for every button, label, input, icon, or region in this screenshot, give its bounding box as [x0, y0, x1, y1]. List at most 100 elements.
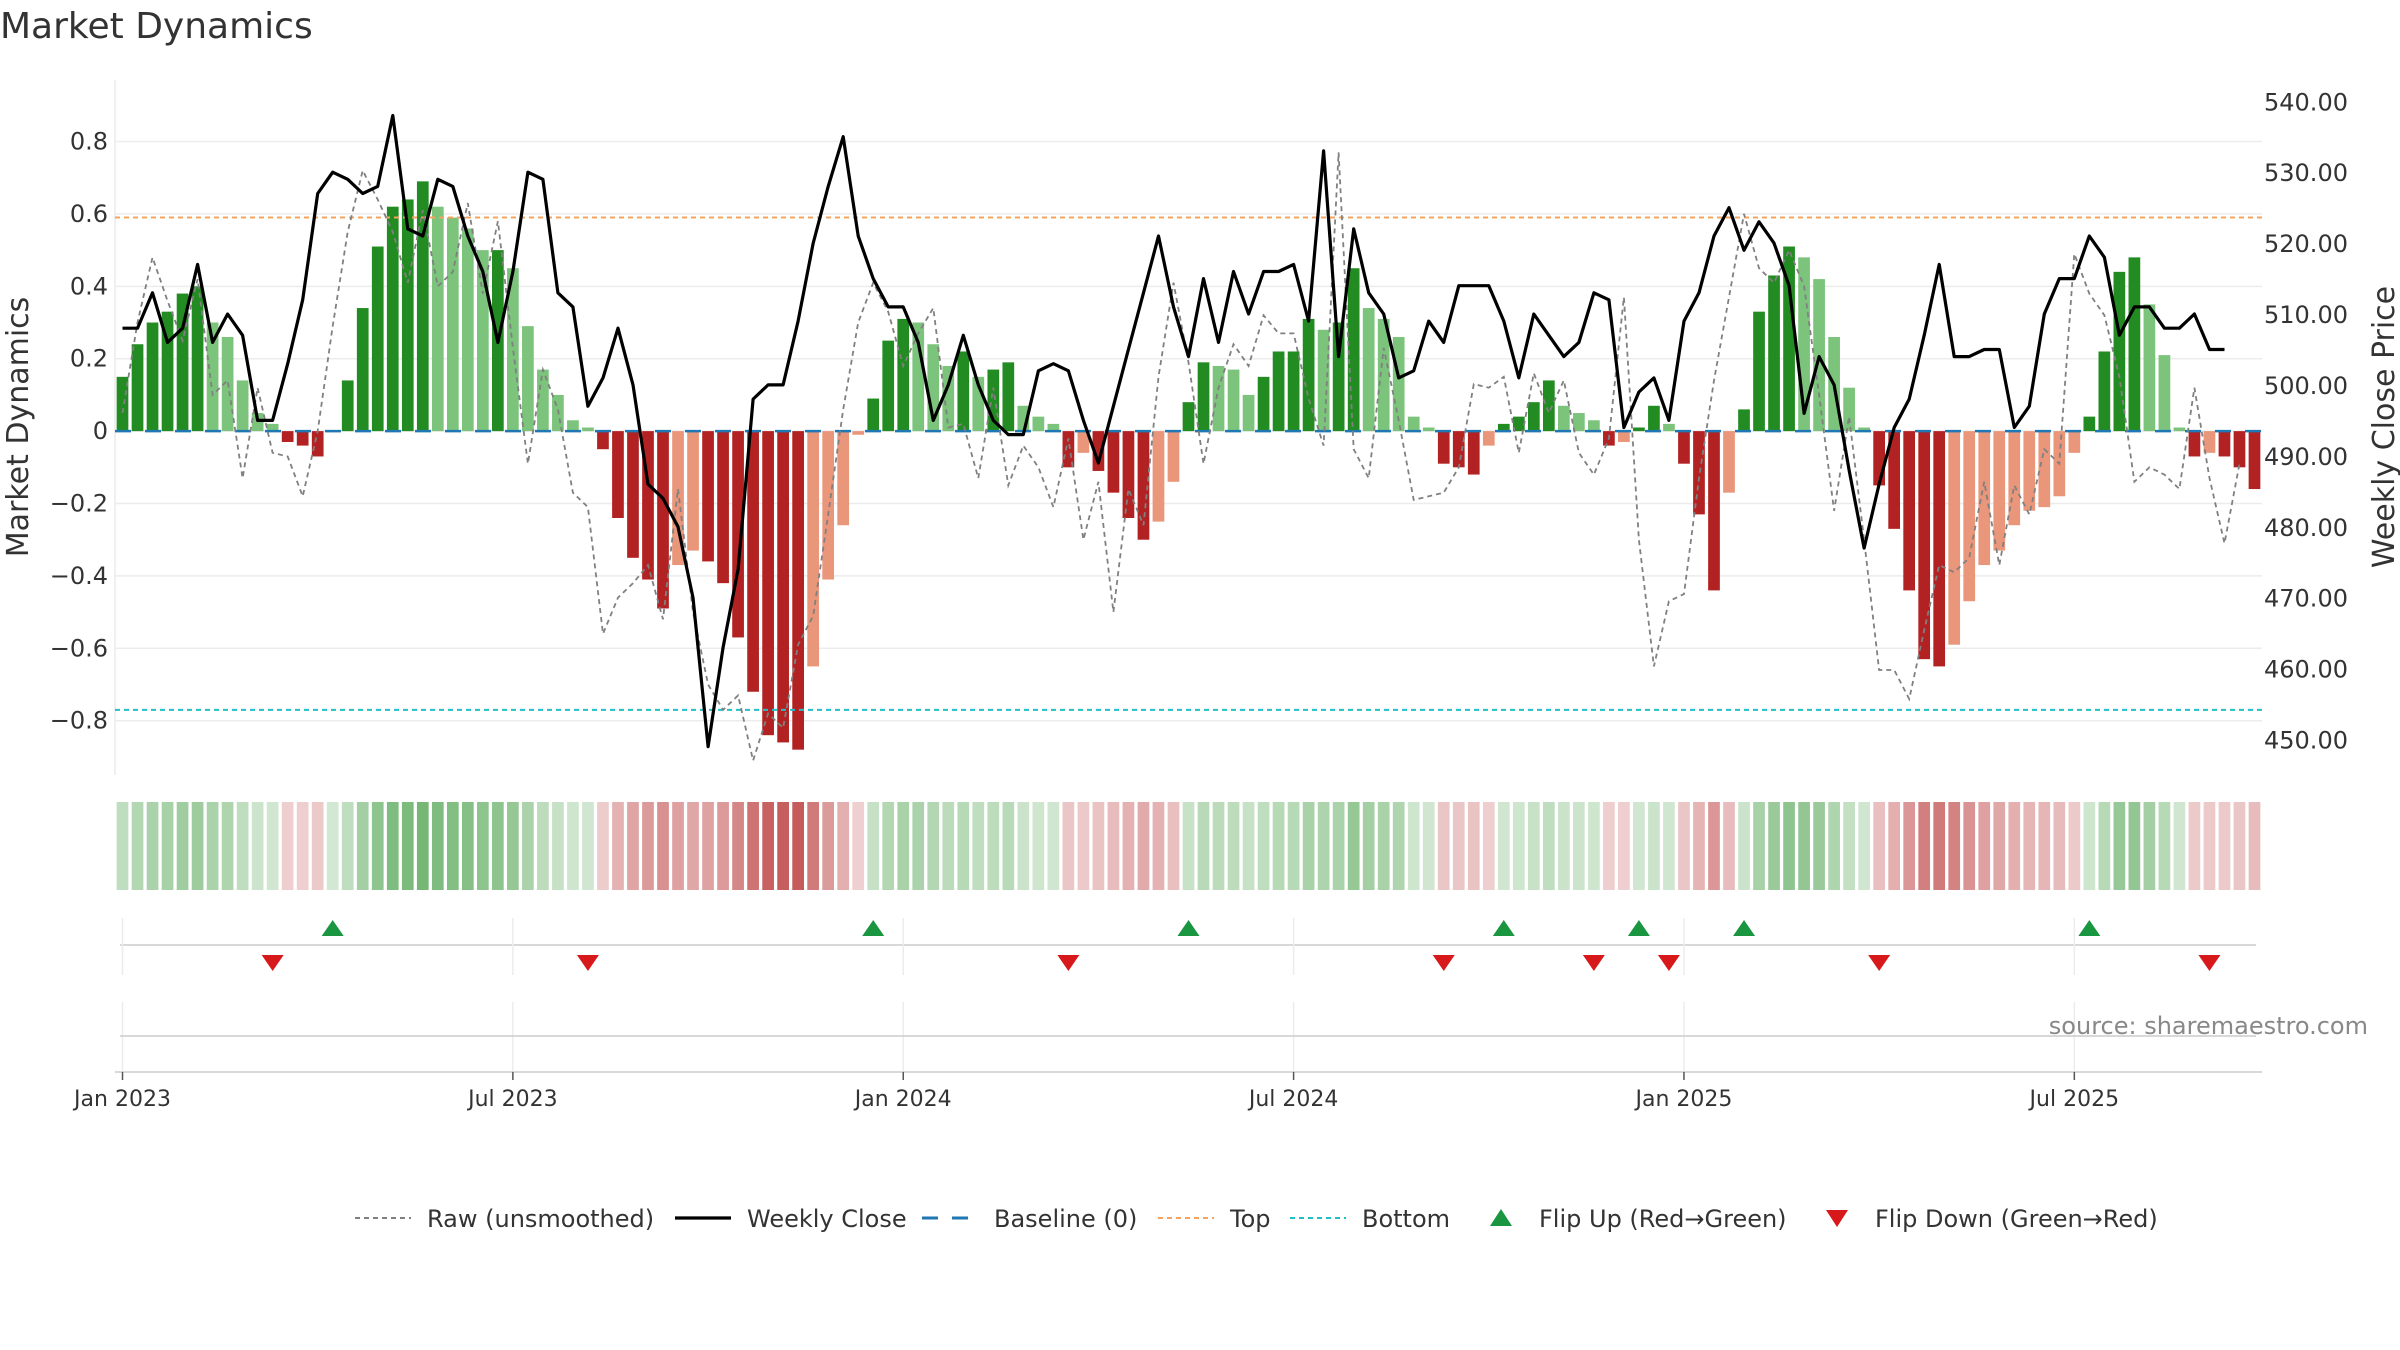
flip-up-marker [1177, 920, 1200, 936]
left-tick-label: −0.2 [50, 490, 108, 518]
dynamics-bar [401, 199, 414, 432]
bottom-panel [115, 1002, 2262, 1073]
dynamics-bar [386, 206, 399, 432]
dynamics-bar [1167, 431, 1180, 482]
ribbon-cell [1437, 802, 1450, 890]
dynamics-bar [1873, 431, 1885, 486]
left-tick-label: 0.8 [70, 128, 108, 156]
dynamics-bar [296, 431, 309, 446]
ribbon-cell [2083, 802, 2096, 890]
left-axis-ticks: −0.8 −0.6 −0.4 −0.2 0 0.2 0.4 0.6 0.8 [50, 128, 108, 735]
right-tick-label: 460.00 [2264, 656, 2348, 684]
dynamics-bar [1497, 423, 1510, 432]
ribbon-cell [386, 802, 399, 890]
dynamics-bar [1242, 394, 1255, 432]
ribbon-cell [1858, 802, 1870, 890]
dynamics-bar [1783, 246, 1795, 432]
dynamics-bar [251, 413, 264, 432]
ribbon-cell [1618, 802, 1630, 890]
dynamics-bar [1542, 380, 1555, 432]
dynamics-bar [2218, 431, 2231, 457]
dynamics-bar [461, 228, 474, 432]
chart-title: Market Dynamics [0, 6, 313, 47]
dynamics-bar [597, 431, 609, 450]
legend-label-baseline: Baseline (0) [994, 1205, 1137, 1233]
dynamics-bar [2038, 431, 2051, 508]
right-tick-label: 540.00 [2264, 88, 2348, 116]
legend-label-top: Top [1229, 1205, 1271, 1233]
dynamics-bar [777, 431, 789, 743]
dynamics-bar [822, 431, 835, 580]
dynamics-bar [1332, 322, 1345, 432]
ribbon-cell [1422, 802, 1435, 890]
dynamics-bar [1422, 427, 1435, 432]
ribbon-cell [1347, 802, 1360, 890]
ribbon-cell [1002, 802, 1015, 890]
dynamics-bar [1843, 387, 1855, 432]
ribbon-cell [326, 802, 339, 890]
ribbon-cell [1933, 802, 1946, 890]
legend: Raw (unsmoothed) Weekly Close Baseline (0)… [355, 1205, 2158, 1233]
legend-label-flip-up: Flip Up (Red→Green) [1539, 1205, 1787, 1233]
dynamics-bar [1693, 431, 1705, 515]
ribbon-cell [1873, 802, 1885, 890]
ribbon-cell [1738, 802, 1750, 890]
ribbon-cell [461, 802, 474, 890]
ribbon-cell [311, 802, 324, 890]
right-axis-ticks: 450.00 460.00 470.00 480.00 490.00 500.00 510.… [2264, 88, 2348, 754]
dynamics-bar [1918, 431, 1931, 660]
ribbon-cell [251, 802, 264, 890]
ribbon-cell [552, 802, 564, 890]
ribbon-cell [717, 802, 729, 890]
left-tick-label: 0 [93, 417, 108, 445]
dynamics-bar [1302, 318, 1315, 432]
ribbon-cell [371, 802, 384, 890]
ribbon-cell [236, 802, 249, 890]
dynamics-bar [522, 326, 534, 432]
ribbon-cell [2038, 802, 2051, 890]
ribbon-cell [582, 802, 594, 890]
dynamics-bar [1047, 423, 1060, 432]
x-tick-label: Jan 2023 [72, 1087, 171, 1112]
dynamics-bar [1032, 416, 1045, 432]
ribbon-cell [1317, 802, 1330, 890]
ribbon-cell [1723, 802, 1735, 890]
ribbon-cell [2218, 802, 2231, 890]
dynamics-bar [642, 431, 654, 580]
flip-up-marker [321, 920, 344, 936]
dynamics-bar [1212, 365, 1225, 432]
ribbon-cell [867, 802, 880, 890]
dynamics-bar [2008, 431, 2021, 526]
right-tick-label: 490.00 [2264, 443, 2348, 471]
dynamics-bar [2188, 431, 2201, 457]
dynamics-bar [371, 246, 384, 432]
ribbon-cell [1603, 802, 1615, 890]
legend-label-flip-down: Flip Down (Green→Red) [1875, 1205, 2158, 1233]
right-tick-label: 450.00 [2264, 727, 2348, 755]
x-axis-ticks: Jan 2023 Jul 2023 Jan 2024 Jul 2024 Jan 2025… [72, 1072, 2119, 1112]
dynamics-bar [1633, 427, 1645, 432]
dynamics-bar [927, 344, 940, 432]
flip-down-marker [261, 955, 284, 971]
ribbon-cell [1843, 802, 1855, 890]
dynamics-bar [2023, 431, 2036, 511]
ribbon-cell [1227, 802, 1240, 890]
dynamics-bar [672, 431, 684, 566]
ribbon-cell [296, 802, 309, 890]
dynamics-bar [807, 431, 820, 667]
dynamics-bar [1527, 402, 1540, 432]
dynamics-bar [537, 369, 549, 432]
ribbon-cell [416, 802, 429, 890]
ribbon-cell [1978, 802, 1991, 890]
ribbon-cell [1482, 802, 1495, 890]
dynamics-bar [1738, 409, 1750, 432]
ribbon-cell [972, 802, 985, 890]
ribbon-cell [1272, 802, 1285, 890]
ribbon-cell [492, 802, 504, 890]
dynamics-bar [972, 376, 985, 432]
ribbon-cell [1573, 802, 1585, 890]
right-tick-label: 510.00 [2264, 301, 2348, 329]
left-tick-label: −0.6 [50, 634, 108, 662]
ribbon-cell [191, 802, 204, 890]
ribbon-cell [777, 802, 789, 890]
